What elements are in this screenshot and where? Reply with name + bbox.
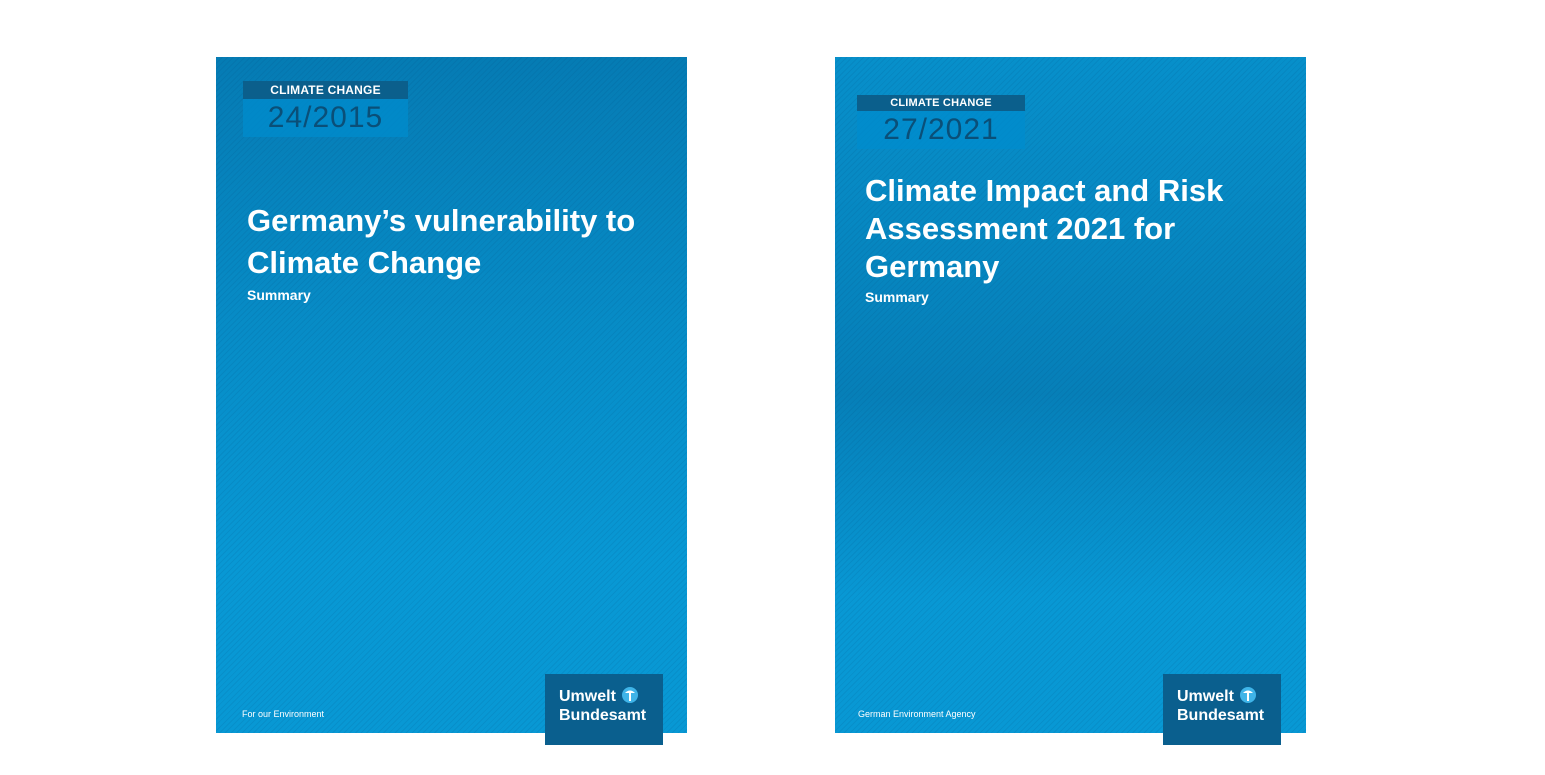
report-title: Climate Impact and Risk Assessment 2021 … bbox=[865, 173, 1224, 284]
logo-text-line1: Umwelt bbox=[1177, 688, 1234, 705]
logo-text-line1: Umwelt bbox=[559, 688, 616, 705]
umweltbundesamt-logo: Umwelt Bundesamt bbox=[1163, 674, 1281, 745]
logo-text-line2: Bundesamt bbox=[1177, 707, 1265, 724]
footer-agency-name: German Environment Agency bbox=[858, 709, 976, 719]
report-subtitle: Summary bbox=[247, 287, 311, 303]
series-label: CLIMATE CHANGE bbox=[243, 81, 408, 99]
report-cover-2021[interactable]: CLIMATE CHANGE 27/2021 Climate Impact an… bbox=[835, 57, 1306, 745]
footer-tagline: For our Environment bbox=[242, 709, 325, 719]
report-title: Germany’s vulnerability to Climate Chang… bbox=[247, 203, 636, 280]
uba-logo-icon bbox=[1239, 687, 1256, 707]
series-badge: CLIMATE CHANGE 24/2015 bbox=[243, 81, 408, 137]
series-badge: CLIMATE CHANGE 27/2021 bbox=[857, 95, 1025, 149]
report-subtitle: Summary bbox=[865, 289, 929, 305]
logo-text-line2: Bundesamt bbox=[559, 707, 647, 724]
report-cover-2015[interactable]: CLIMATE CHANGE 24/2015 Germany’s vulnera… bbox=[216, 57, 687, 745]
series-number: 27/2021 bbox=[883, 113, 999, 146]
uba-logo-icon bbox=[621, 687, 638, 707]
umweltbundesamt-logo: Umwelt Bundesamt bbox=[545, 674, 663, 745]
series-label: CLIMATE CHANGE bbox=[857, 95, 1025, 111]
series-number: 24/2015 bbox=[267, 101, 384, 134]
